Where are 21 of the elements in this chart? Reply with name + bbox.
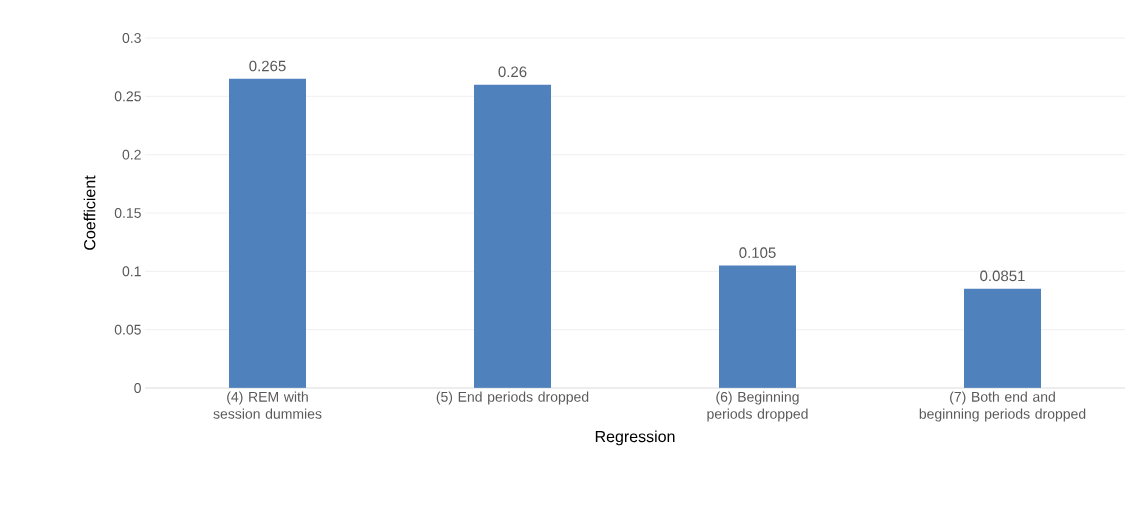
x-tick-label: (6) Beginning periods dropped [707, 391, 808, 422]
y-tick-label: 0.3 [122, 33, 141, 43]
y-tick-label: 0.05 [114, 324, 141, 335]
y-tick-label: 0.1 [122, 266, 141, 277]
data-label: 0.265 [249, 60, 286, 72]
x-axis-title: Regression [595, 430, 675, 446]
bar [719, 265, 797, 388]
data-label: 0.0851 [980, 270, 1025, 282]
data-label: 0.26 [498, 66, 527, 78]
y-tick-label: 0 [134, 383, 141, 393]
y-axis-title: Coefficient [83, 175, 96, 250]
bar [229, 78, 306, 388]
bar [474, 84, 551, 388]
x-tick-label: (5) End periods dropped [436, 391, 589, 405]
y-tick-label: 0.2 [122, 149, 141, 160]
y-tick-label: 0.25 [114, 91, 141, 102]
data-label: 0.105 [739, 247, 776, 258]
x-tick-label: (7) Both end and beginning periods dropped [919, 391, 1086, 422]
x-tick-label: (4) REM with session dummies [213, 391, 322, 419]
y-tick-label: 0.15 [114, 208, 141, 218]
bar [964, 288, 1042, 388]
